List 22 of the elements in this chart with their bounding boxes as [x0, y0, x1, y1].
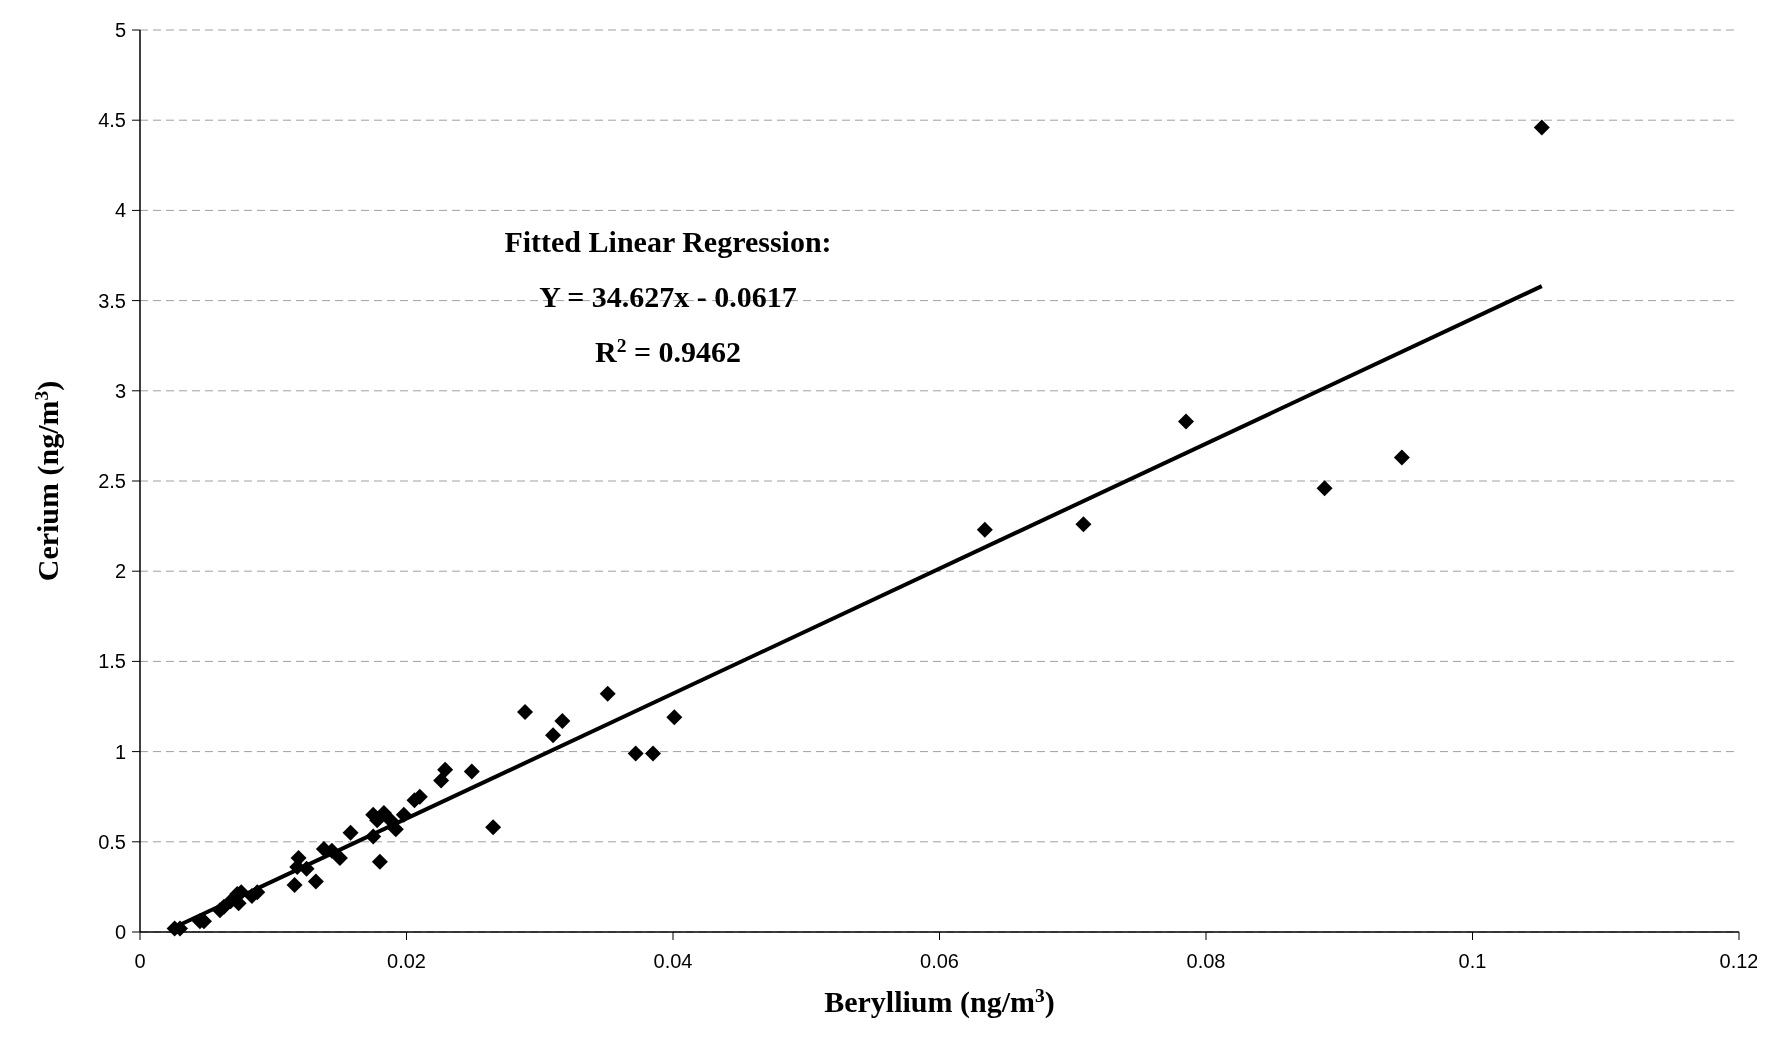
- x-tick-label: 0.12: [1719, 950, 1759, 972]
- x-tick-label: 0.02: [387, 950, 426, 972]
- y-tick-label: 3.5: [98, 289, 126, 312]
- y-tick-label: 2: [114, 560, 126, 583]
- annotation: R$^{2}$ = 0.9462: [594, 334, 742, 368]
- y-tick-label: 1: [114, 740, 126, 763]
- y-tick-label: 4.5: [98, 109, 126, 132]
- y-tick-label: 2.5: [98, 470, 126, 492]
- annotation: Y = 34.627x - 0.0617: [539, 280, 797, 313]
- annotation: Fitted Linear Regression:: [504, 225, 832, 258]
- x-tick-label: 0: [134, 950, 146, 972]
- x-tick-label: 0.08: [1186, 950, 1226, 972]
- x-tick-label: 0.1: [1458, 950, 1487, 972]
- y-tick-label: 5: [114, 19, 126, 41]
- y-tick-label: 1.5: [98, 650, 126, 673]
- y-tick-label: 3: [114, 379, 126, 402]
- y-tick-label: 0.5: [98, 830, 126, 853]
- x-tick-label: 0.04: [653, 950, 693, 972]
- x-tick-label: 0.06: [920, 950, 959, 972]
- x-axis-title: Beryllium (ng/m$^{3}$): [824, 984, 1055, 1019]
- y-tick-label: 4: [114, 199, 126, 222]
- y-tick-label: 0: [114, 921, 126, 943]
